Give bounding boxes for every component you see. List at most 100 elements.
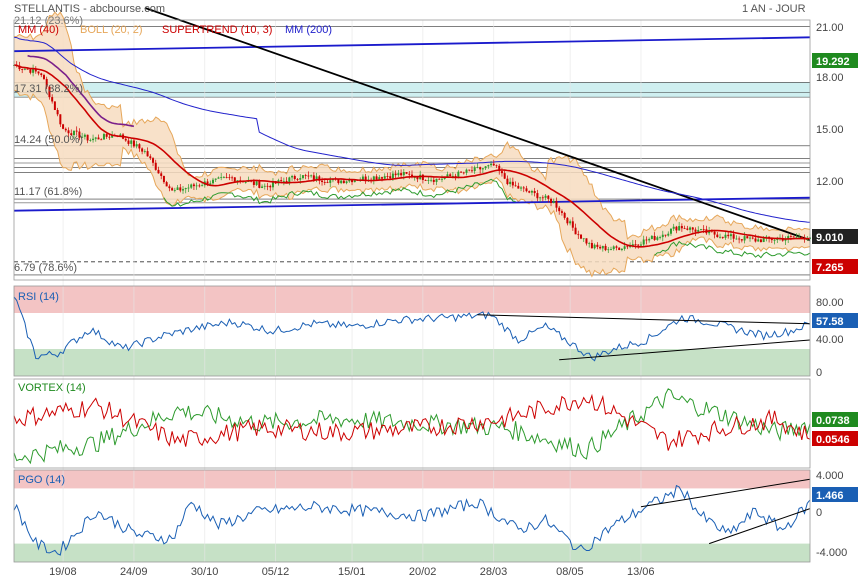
candle-body xyxy=(664,234,667,236)
candle-body xyxy=(759,239,762,243)
candle-body xyxy=(432,179,435,182)
candle-body xyxy=(637,244,640,246)
candle-body xyxy=(263,185,266,187)
candle-body xyxy=(751,237,754,239)
rsi-panel xyxy=(13,296,811,362)
badge-vortex-plus: 0.0738 xyxy=(816,415,850,427)
candle-body xyxy=(212,179,214,184)
candle-body xyxy=(94,137,97,139)
candle-body xyxy=(713,231,716,235)
candle-body xyxy=(266,185,269,187)
candle-body xyxy=(770,238,773,241)
candle-body xyxy=(555,200,558,208)
badge-19292: 19.292 xyxy=(816,56,850,68)
candle-body xyxy=(577,234,580,236)
supertrend-up-line-2 xyxy=(654,240,811,259)
candle-body xyxy=(596,244,599,247)
candle-body xyxy=(372,176,375,181)
candle-body xyxy=(329,180,332,183)
candle-body xyxy=(342,180,345,184)
pgo-lower-zone xyxy=(14,543,810,562)
candle-body xyxy=(610,249,612,250)
badge-vortex-plus-bg xyxy=(812,412,858,427)
candle-body xyxy=(157,169,160,174)
candle-body xyxy=(315,176,318,180)
candle-body xyxy=(132,140,135,147)
mm200-line xyxy=(13,36,811,223)
channel-lower-line xyxy=(13,196,811,212)
candle-body xyxy=(653,235,656,240)
candle-body xyxy=(149,156,152,159)
candle-body xyxy=(56,110,59,115)
candle-body xyxy=(484,166,487,169)
candle-body xyxy=(269,185,272,188)
candle-body xyxy=(607,249,610,251)
badge-7265-bg xyxy=(812,259,858,274)
badge-pgo-bg xyxy=(812,487,858,502)
candle-body xyxy=(773,239,776,241)
candle-body xyxy=(190,184,193,188)
candle-body xyxy=(81,136,84,138)
candle-body xyxy=(615,246,618,248)
candle-body xyxy=(569,221,572,224)
candle-body xyxy=(487,165,490,167)
candle-body xyxy=(105,134,108,137)
mm40-line xyxy=(13,64,811,248)
candle-body xyxy=(678,226,681,231)
candle-body xyxy=(220,177,223,179)
candle-body xyxy=(37,71,40,74)
candle-body xyxy=(427,180,430,181)
candle-body xyxy=(26,68,29,70)
candle-body xyxy=(141,148,144,152)
candle-body xyxy=(92,138,95,141)
candle-body xyxy=(182,189,185,191)
candle-body xyxy=(738,238,741,240)
candle-body xyxy=(539,197,542,199)
candle-body xyxy=(580,234,583,239)
candle-body xyxy=(416,177,419,180)
candle-body xyxy=(127,140,130,144)
pgo-line xyxy=(13,484,811,556)
candle-body xyxy=(160,173,163,176)
candle-body xyxy=(626,246,629,248)
candle-body xyxy=(296,179,299,180)
rsi-resistance-trendline xyxy=(477,314,811,325)
candle-body xyxy=(138,144,141,149)
badge-19292-bg xyxy=(812,53,858,68)
candle-body xyxy=(378,177,381,180)
candle-body xyxy=(198,185,201,187)
candle-body xyxy=(301,175,304,179)
candle-body xyxy=(361,176,364,180)
candle-body xyxy=(285,180,288,183)
badge-9010-bg xyxy=(812,229,858,244)
candle-body xyxy=(470,170,473,172)
candle-body xyxy=(634,244,637,245)
candle-body xyxy=(500,171,503,174)
candle-body xyxy=(509,181,512,185)
badge-vortex-minus-bg xyxy=(812,431,858,446)
vortex-series-0 xyxy=(13,388,811,465)
candle-body xyxy=(648,238,651,241)
x-label-2: 30/10 xyxy=(191,566,219,578)
candle-body xyxy=(187,187,190,189)
candle-body xyxy=(743,236,746,241)
candle-body xyxy=(217,177,220,179)
candle-body xyxy=(291,175,294,178)
candle-body xyxy=(740,239,743,241)
candle-body xyxy=(299,178,302,180)
candle-body xyxy=(236,180,239,182)
candle-body xyxy=(729,234,732,237)
candle-body xyxy=(32,68,35,73)
candle-body xyxy=(162,175,165,183)
candle-body xyxy=(45,78,48,87)
candle-body xyxy=(413,177,416,178)
period-label: 1 AN - JOUR xyxy=(742,3,806,15)
badge-9010: 9.010 xyxy=(816,232,844,244)
candle-body xyxy=(517,185,520,189)
supertrend-down-line xyxy=(27,54,135,128)
candle-body xyxy=(78,131,81,138)
candle-body xyxy=(708,230,711,234)
candle-body xyxy=(639,244,642,246)
indicator-zones xyxy=(14,82,810,562)
candle-body xyxy=(724,234,727,238)
